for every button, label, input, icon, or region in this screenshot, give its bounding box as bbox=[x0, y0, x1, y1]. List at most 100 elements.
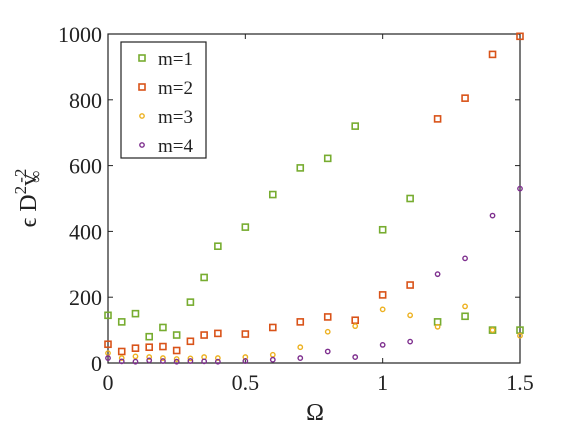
data-point bbox=[323, 313, 332, 321]
data-point bbox=[173, 358, 180, 365]
data-point bbox=[214, 242, 222, 251]
data-point bbox=[242, 358, 249, 364]
x-tick-label: 0.5 bbox=[232, 370, 260, 395]
data-point bbox=[324, 348, 331, 355]
data-point bbox=[159, 323, 167, 332]
data-point bbox=[146, 357, 153, 364]
legend-marker bbox=[138, 83, 146, 91]
data-point bbox=[131, 344, 140, 352]
data-point bbox=[186, 337, 195, 346]
series-m-4 bbox=[105, 185, 523, 365]
data-point bbox=[159, 342, 167, 351]
x-tick-label: 1.5 bbox=[506, 370, 534, 395]
y-tick-label: 1000 bbox=[58, 22, 102, 47]
legend-label: m=1 bbox=[158, 49, 193, 70]
y-tick-label: 400 bbox=[69, 219, 102, 244]
series-m-3 bbox=[105, 303, 523, 362]
data-point bbox=[296, 318, 305, 326]
data-point bbox=[214, 329, 222, 338]
data-point bbox=[296, 164, 305, 172]
data-point bbox=[488, 326, 497, 334]
ylabel-sup2: -2 bbox=[11, 169, 30, 183]
data-point bbox=[104, 311, 112, 320]
data-point bbox=[379, 342, 386, 348]
data-point bbox=[200, 331, 208, 339]
y-tick-label: 200 bbox=[69, 285, 102, 310]
data-point bbox=[132, 353, 139, 360]
data-point bbox=[145, 332, 153, 341]
data-point bbox=[517, 185, 523, 192]
y-tick-label: 800 bbox=[69, 88, 102, 113]
data-point bbox=[172, 331, 181, 339]
data-point bbox=[516, 32, 524, 41]
legend-box bbox=[120, 41, 207, 159]
ylabel-sup1: 2 bbox=[11, 186, 30, 195]
legend-marker bbox=[139, 142, 145, 148]
x-tick-label: 0 bbox=[103, 370, 114, 395]
data-point bbox=[379, 306, 386, 313]
data-point bbox=[406, 194, 414, 203]
data-point bbox=[352, 323, 359, 330]
data-point bbox=[186, 298, 195, 306]
series-m-1 bbox=[104, 122, 524, 341]
data-point bbox=[117, 318, 126, 326]
data-point bbox=[268, 190, 277, 199]
ylabel-sub: ∞ bbox=[26, 171, 45, 183]
data-point bbox=[146, 354, 153, 360]
data-point bbox=[187, 355, 194, 362]
data-point bbox=[434, 271, 441, 278]
data-point bbox=[269, 356, 276, 363]
data-point bbox=[352, 354, 359, 360]
data-point bbox=[214, 355, 221, 361]
data-point bbox=[406, 281, 414, 289]
data-point bbox=[297, 355, 304, 361]
x-axis-label: Ω bbox=[306, 400, 324, 426]
data-point bbox=[269, 351, 276, 358]
data-point bbox=[105, 355, 111, 361]
data-point bbox=[200, 273, 208, 282]
data-point bbox=[268, 323, 277, 332]
legend: m=1 m=2 m=3 m=4 bbox=[120, 41, 207, 159]
data-point bbox=[433, 115, 442, 123]
data-point bbox=[461, 94, 469, 102]
x-tick-label: 1 bbox=[377, 370, 388, 395]
plot-area: 0 0.5 1 1.5 0 200 400 600 800 1000 bbox=[58, 22, 534, 395]
y-tick-label: 600 bbox=[69, 154, 102, 179]
data-point bbox=[160, 358, 166, 364]
data-point bbox=[118, 358, 125, 365]
data-point bbox=[462, 255, 468, 262]
ylabel-mid: v bbox=[16, 174, 42, 186]
y-axis-label: ϵ D2v∞-2 bbox=[11, 169, 45, 228]
data-point bbox=[104, 340, 112, 349]
data-point bbox=[378, 225, 387, 234]
data-point bbox=[378, 291, 387, 299]
data-point bbox=[214, 358, 221, 365]
legend-label: m=3 bbox=[158, 107, 193, 128]
data-point bbox=[517, 332, 523, 339]
data-point bbox=[407, 338, 414, 345]
data-point bbox=[489, 327, 496, 333]
data-point bbox=[407, 312, 414, 319]
ylabel-prefix: ϵ D bbox=[16, 194, 42, 227]
legend-label: m=2 bbox=[158, 78, 193, 99]
data-point bbox=[324, 328, 331, 335]
axes-box bbox=[107, 33, 521, 364]
data-point bbox=[488, 50, 497, 59]
data-point bbox=[241, 223, 250, 231]
data-point bbox=[323, 154, 332, 163]
data-point bbox=[461, 312, 469, 321]
data-point bbox=[145, 343, 153, 352]
legend-label: m=4 bbox=[158, 136, 193, 157]
data-point bbox=[117, 347, 126, 356]
data-point bbox=[160, 355, 166, 361]
data-point bbox=[297, 344, 304, 351]
data-point bbox=[351, 122, 360, 130]
data-point bbox=[434, 323, 441, 330]
legend-marker bbox=[138, 54, 146, 62]
data-point bbox=[131, 309, 140, 318]
data-point bbox=[241, 330, 250, 338]
data-point bbox=[173, 356, 180, 362]
data-point bbox=[118, 355, 125, 361]
data-point bbox=[187, 358, 194, 364]
